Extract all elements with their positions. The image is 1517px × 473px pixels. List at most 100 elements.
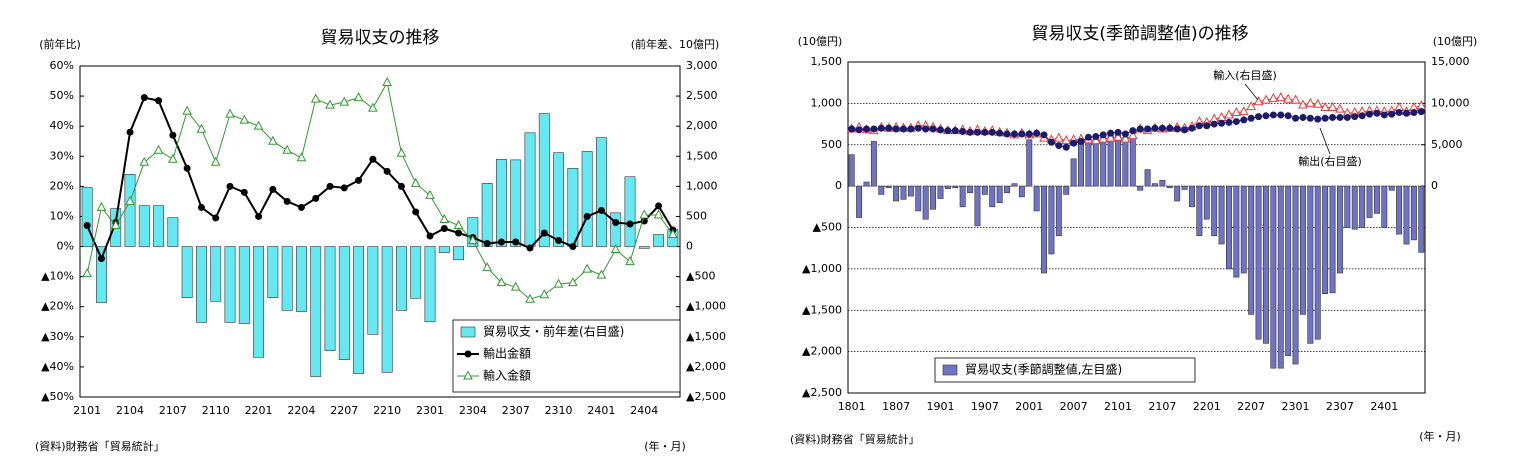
marker bbox=[1084, 133, 1092, 141]
marker bbox=[1283, 93, 1293, 103]
y2-tick-label: 500 bbox=[686, 209, 707, 222]
marker bbox=[326, 182, 334, 190]
marker bbox=[892, 125, 900, 133]
marker bbox=[929, 125, 937, 133]
x-tick-label: 2201 bbox=[245, 404, 273, 417]
y2-tick-label: 1,500 bbox=[686, 149, 718, 162]
marker bbox=[312, 194, 320, 202]
bar bbox=[1129, 136, 1136, 187]
y-tick-label: ▲20% bbox=[41, 300, 74, 313]
legend-swatch bbox=[942, 364, 958, 376]
legend-marker bbox=[464, 350, 472, 358]
y2-tick-label: 2,500 bbox=[686, 89, 718, 102]
marker bbox=[553, 278, 564, 288]
marker bbox=[182, 105, 192, 115]
marker bbox=[597, 206, 605, 214]
marker bbox=[97, 255, 105, 263]
marker bbox=[1151, 124, 1159, 132]
y-tick-label: 20% bbox=[50, 179, 74, 192]
bar bbox=[638, 246, 650, 249]
marker bbox=[885, 124, 893, 132]
marker bbox=[253, 120, 264, 130]
marker bbox=[914, 124, 922, 132]
marker bbox=[1120, 133, 1131, 143]
marker bbox=[1092, 132, 1100, 140]
x-tick-label: 1801 bbox=[838, 400, 866, 413]
y2-tick-label: 5,000 bbox=[1431, 138, 1463, 151]
marker bbox=[369, 155, 377, 163]
marker bbox=[1232, 118, 1240, 126]
x-tick-label: 2307 bbox=[1326, 400, 1354, 413]
marker bbox=[383, 167, 391, 175]
marker bbox=[1231, 106, 1242, 116]
x-tick-label: 1807 bbox=[882, 400, 910, 413]
x-tick-label: 2101 bbox=[73, 404, 101, 417]
bar bbox=[1322, 185, 1329, 294]
bar bbox=[915, 185, 922, 212]
legend-label: 輸出金額 bbox=[483, 346, 531, 361]
x-tick-label: 2101 bbox=[1104, 400, 1132, 413]
marker bbox=[225, 108, 235, 118]
marker bbox=[1395, 108, 1403, 116]
bar bbox=[1336, 185, 1343, 274]
y-tick-label: 1,500 bbox=[811, 55, 843, 68]
x-tick-label: 2401 bbox=[587, 404, 615, 417]
bar bbox=[1255, 185, 1262, 340]
bar bbox=[959, 185, 966, 208]
bar bbox=[224, 246, 236, 323]
series-line bbox=[86, 96, 674, 262]
bar bbox=[1292, 185, 1299, 365]
y-tick-label: 40% bbox=[50, 119, 74, 132]
marker bbox=[996, 129, 1004, 137]
bar bbox=[1418, 185, 1425, 253]
x-tick-label: 2007 bbox=[1060, 400, 1088, 413]
bar bbox=[438, 246, 450, 253]
marker bbox=[1366, 110, 1374, 118]
marker bbox=[1373, 109, 1381, 117]
marker bbox=[197, 203, 205, 211]
bar bbox=[310, 246, 322, 377]
bar bbox=[1033, 185, 1040, 212]
marker bbox=[1343, 113, 1351, 121]
bar bbox=[863, 181, 870, 187]
y-tick-label: ▲10% bbox=[41, 270, 74, 283]
x-tick-label: 2204 bbox=[287, 404, 315, 417]
y-tick-label: 0% bbox=[57, 240, 74, 253]
bar bbox=[1055, 185, 1062, 237]
bar bbox=[367, 246, 379, 335]
marker bbox=[1033, 129, 1041, 137]
y2-tick-label: 10,000 bbox=[1431, 96, 1470, 109]
y2-axis-label: (前年差、10億円) bbox=[631, 37, 720, 51]
marker bbox=[959, 128, 967, 136]
marker bbox=[226, 182, 234, 190]
marker bbox=[569, 243, 577, 251]
marker bbox=[269, 185, 277, 193]
marker bbox=[1121, 130, 1129, 138]
marker bbox=[240, 188, 248, 196]
marker bbox=[169, 131, 177, 139]
marker bbox=[510, 281, 521, 291]
bar bbox=[937, 185, 944, 199]
bar bbox=[653, 234, 665, 247]
marker bbox=[1203, 122, 1211, 130]
x-tick-label: 2201 bbox=[1193, 400, 1221, 413]
x-tick-label: 2110 bbox=[202, 404, 230, 417]
marker bbox=[981, 128, 989, 136]
marker bbox=[966, 128, 974, 136]
bar bbox=[1344, 185, 1351, 228]
marker bbox=[1388, 110, 1396, 118]
bar bbox=[267, 246, 279, 299]
y-tick-label: ▲30% bbox=[41, 330, 74, 343]
marker bbox=[125, 195, 135, 205]
bar bbox=[424, 246, 436, 323]
marker bbox=[610, 243, 621, 254]
x-tick-label: 2001 bbox=[1015, 400, 1043, 413]
bar bbox=[1240, 185, 1247, 274]
bar bbox=[1366, 185, 1373, 218]
marker bbox=[255, 212, 263, 220]
x-tick-label: 2207 bbox=[330, 404, 358, 417]
bar bbox=[353, 246, 365, 374]
marker bbox=[425, 189, 435, 199]
bar bbox=[395, 246, 407, 311]
marker bbox=[268, 135, 278, 145]
